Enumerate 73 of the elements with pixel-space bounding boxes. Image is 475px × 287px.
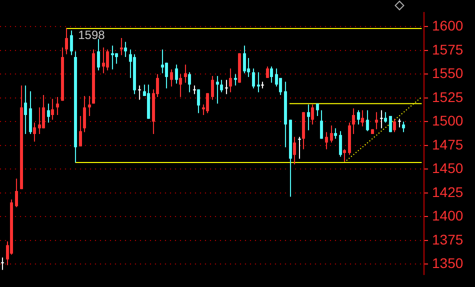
candlestick: [161, 48, 164, 74]
candlestick: [206, 92, 209, 114]
candlestick: [83, 96, 86, 133]
candlestick: [88, 96, 91, 116]
candlestick: [102, 47, 105, 74]
candlestick: [243, 45, 246, 74]
candlestick: [42, 94, 45, 129]
candlestick: [38, 106, 41, 134]
candlestick: [120, 38, 123, 56]
y-tick-label: 1600: [432, 18, 464, 34]
candlestick: [56, 96, 59, 116]
y-tick-label: 1375: [432, 231, 464, 248]
candlestick: [334, 128, 337, 140]
candlestick: [24, 85, 27, 134]
candlestick: [229, 68, 232, 93]
candlestick: [352, 108, 355, 134]
candlestick: [179, 74, 182, 98]
candlestick: [184, 64, 187, 84]
candlestick: [47, 103, 50, 124]
candlestick: [225, 79, 228, 95]
y-tick-label: 1425: [432, 184, 464, 200]
y-tick-label: 1450: [432, 160, 464, 176]
candlestick: [270, 66, 273, 84]
candlestick: [325, 132, 328, 150]
candlestick: [380, 110, 383, 129]
candlestick: [15, 178, 18, 208]
y-tick-label: 1575: [432, 41, 464, 58]
candlestick: [316, 103, 319, 116]
candlestick: [211, 76, 214, 100]
candlestick: [70, 30, 73, 56]
candlestick: [165, 62, 168, 89]
y-tick-label: 1525: [432, 88, 464, 105]
candlestick: [124, 41, 127, 58]
annotation: 1598: [78, 28, 106, 42]
candlestick: [402, 121, 405, 133]
candlestick: [234, 74, 237, 86]
candlestick: [220, 79, 223, 93]
candlestick: [33, 122, 36, 142]
candlestick: [252, 68, 255, 89]
candlestick: [106, 48, 109, 71]
candlestick: [320, 110, 323, 140]
candlestick: [339, 130, 342, 158]
y-tick-label: 1475: [432, 136, 464, 152]
y-tick-label: 1550: [432, 65, 464, 82]
candlestick: [311, 104, 314, 125]
candlestick: [330, 124, 333, 144]
candlestick: [79, 115, 82, 147]
candlestick: [357, 110, 360, 125]
candlestick: [175, 64, 178, 84]
candlestick: [65, 28, 68, 55]
candlestick: [384, 112, 387, 124]
candlestick: [279, 77, 282, 96]
y-tick-label: 1400: [432, 208, 464, 224]
candlestick: [361, 110, 364, 127]
candlestick: [29, 90, 32, 134]
candlestick: [307, 104, 310, 131]
candlestick: [138, 85, 141, 100]
candlestick: [1, 257, 4, 270]
candlestick: [97, 38, 100, 71]
candlestick: [51, 98, 54, 120]
candlestick: [188, 72, 191, 93]
candlestick: [247, 58, 250, 78]
candlestick: [393, 118, 396, 133]
candlestick: [197, 88, 200, 114]
candlestick: [298, 136, 301, 160]
y-tick-label: 1500: [432, 112, 464, 129]
candlestick: [266, 66, 269, 78]
candlestick: [366, 110, 369, 132]
candlestick: [343, 148, 346, 162]
y-tick-label: 1350: [432, 255, 464, 272]
candlestick: [257, 72, 260, 93]
candlestick: [170, 68, 173, 87]
candlestick: [293, 136, 296, 165]
